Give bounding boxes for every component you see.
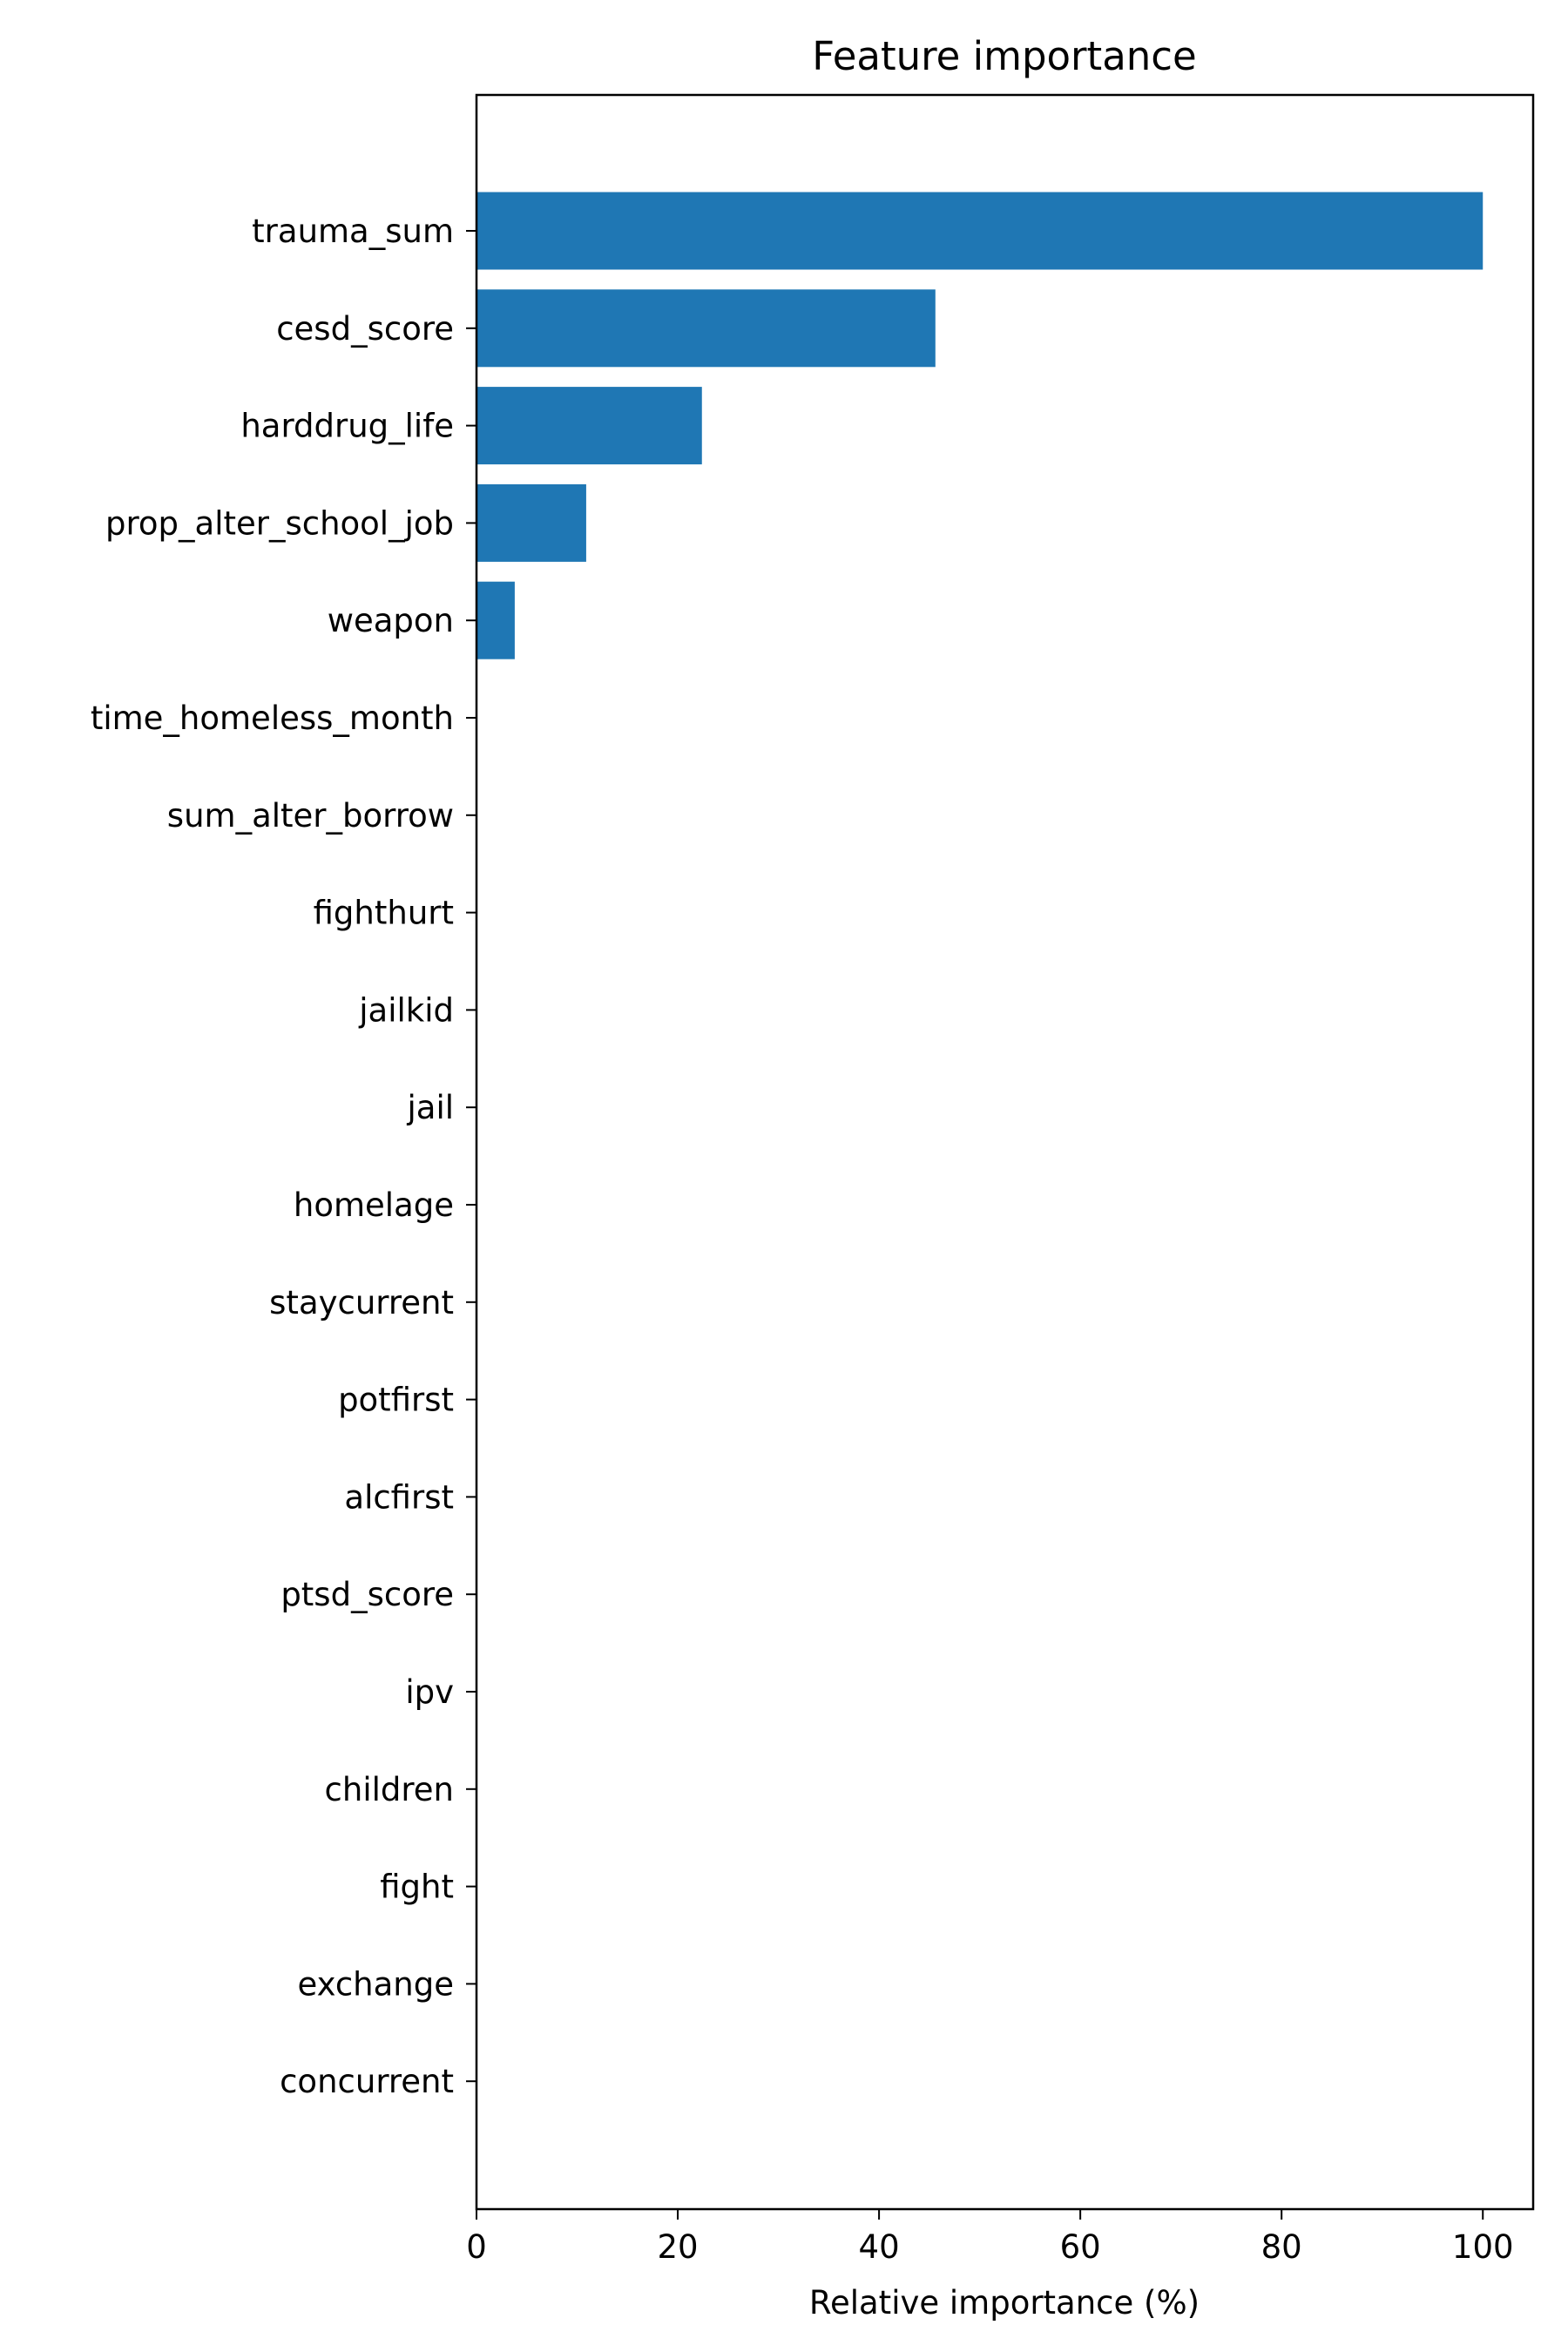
x-tick-label: 0	[466, 2228, 487, 2266]
x-tick-label: 80	[1261, 2228, 1302, 2266]
y-tick-label: jailkid	[358, 991, 454, 1029]
x-axis-ticks: 0 20 40 60 80 100	[466, 2209, 1514, 2266]
y-tick-label: fighthurt	[314, 895, 454, 932]
y-tick-label: time_homeless_month	[91, 700, 454, 737]
x-tick-label: 40	[859, 2228, 900, 2266]
y-tick-label: trauma_sum	[252, 213, 454, 250]
y-tick-label: sum_alter_borrow	[167, 797, 454, 835]
y-tick-label: exchange	[297, 1965, 454, 2003]
y-tick-label: fight	[380, 1869, 454, 1906]
bars-group	[476, 192, 1484, 659]
bar-weapon	[476, 581, 515, 659]
y-tick-label: potfirst	[338, 1382, 454, 1419]
bar-prop-alter-school-job	[476, 483, 586, 562]
y-tick-label: weapon	[328, 602, 454, 639]
bar-harddrug-life	[476, 387, 702, 465]
y-axis-ticks: trauma_sum cesd_score harddrug_life prop_al…	[91, 213, 476, 2100]
bar-trauma-sum	[476, 192, 1484, 270]
bar-cesd-score	[476, 289, 936, 368]
x-tick-label: 60	[1060, 2228, 1101, 2266]
y-tick-label: homelage	[294, 1186, 454, 1224]
y-tick-label: harddrug_life	[240, 408, 454, 445]
y-tick-label: alcfirst	[344, 1478, 454, 1516]
y-tick-label: concurrent	[280, 2063, 454, 2100]
y-tick-label: cesd_score	[276, 310, 454, 348]
chart-title: Feature importance	[812, 33, 1196, 79]
y-tick-label: staycurrent	[269, 1284, 454, 1321]
x-tick-label: 100	[1452, 2228, 1514, 2266]
x-axis-label: Relative importance (%)	[809, 2284, 1200, 2322]
y-tick-label: ipv	[405, 1673, 454, 1711]
x-tick-label: 20	[658, 2228, 699, 2266]
y-tick-label: jail	[406, 1089, 454, 1126]
plot-area-frame	[475, 93, 1535, 2211]
y-tick-label: ptsd_score	[280, 1576, 454, 1613]
y-tick-label: children	[325, 1771, 454, 1808]
y-tick-label: prop_alter_school_job	[105, 504, 454, 542]
